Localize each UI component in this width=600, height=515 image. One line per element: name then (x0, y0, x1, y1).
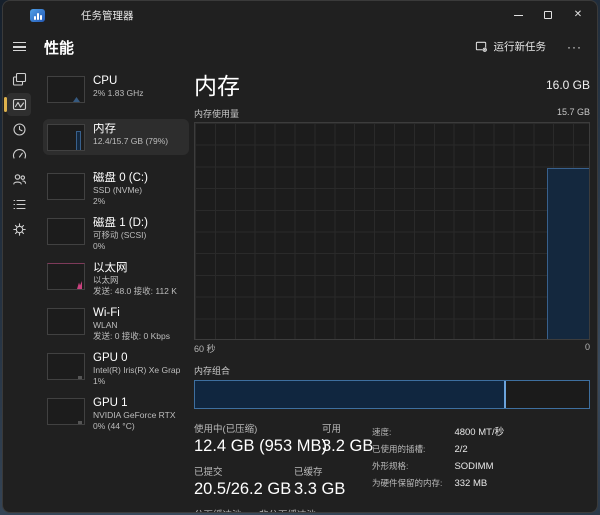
processes-icon (12, 72, 26, 86)
list-item-memory[interactable]: 内存 12.4/15.7 GB (79%) (43, 119, 189, 155)
stat-label-cached: 已缓存 (294, 467, 323, 478)
stat-value-available: 3.2 GB (322, 437, 374, 455)
cpu-chart-thumbnail (47, 76, 85, 103)
gpu0-chart-thumbnail (47, 353, 85, 380)
nav-item-details[interactable] (7, 193, 31, 216)
more-options-button[interactable]: ··· (567, 39, 582, 54)
minimize-button[interactable] (503, 1, 533, 29)
detail-value-slots-used: 2/2 (454, 444, 468, 455)
memory-composition-title: 内存组合 (194, 366, 231, 376)
list-item-ethernet[interactable]: 以太网 以太网 发送: 48.0 接收: 112 K (43, 258, 189, 301)
detail-label-slots-used: 已使用的插槽: (372, 444, 426, 454)
nav-item-services[interactable] (7, 218, 31, 241)
composition-fill (195, 381, 507, 408)
memory-usage-chart-title: 内存使用量 (194, 109, 240, 119)
nav-menu-button[interactable] (7, 35, 31, 58)
detail-label-form-factor: 外形规格: (372, 461, 409, 471)
services-icon (12, 223, 26, 236)
users-icon (12, 174, 26, 185)
gpu1-chart-thumbnail (47, 398, 85, 425)
run-new-task-button[interactable]: 运行新任务 (467, 34, 555, 59)
list-item-cpu[interactable]: CPU 2% 1.83 GHz (43, 71, 189, 107)
memory-detail-pane: 内存 16.0 GB 内存使用量 15.7 GB 60 秒 0 (192, 65, 592, 512)
axis-right-label: 0 (584, 342, 590, 352)
stat-value-committed: 20.5/26.2 GB (194, 480, 292, 498)
detail-value-form-factor: SODIMM (454, 461, 494, 472)
page-title: 性能 (44, 40, 75, 57)
memory-capacity-label: 16.0 GB (545, 78, 590, 92)
app-history-icon (12, 123, 26, 136)
memory-composition-bar[interactable] (194, 380, 590, 409)
detail-label-hardware-reserved: 为硬件保留的内存: (372, 478, 443, 488)
memory-pane-title: 内存 (194, 73, 240, 99)
stat-label-non-paged-pool: 非分页缓冲池 (259, 507, 316, 512)
list-item-gpu1[interactable]: GPU 1 NVIDIA GeForce RTX 0% (44 °C) (43, 393, 189, 436)
minimize-icon (513, 14, 523, 16)
close-icon: ✕ (573, 9, 583, 20)
window-title: 任务管理器 (81, 9, 134, 22)
wifi-chart-thumbnail (47, 308, 85, 335)
nav-item-processes[interactable] (7, 68, 31, 91)
list-item-disk0[interactable]: 磁盘 0 (C:) SSD (NVMe) 2% (43, 168, 189, 211)
run-new-task-icon (475, 41, 487, 53)
memory-usage-chart (194, 122, 590, 340)
memory-usage-area (547, 168, 589, 339)
detail-label-speed: 速度: (372, 427, 392, 437)
performance-device-list: CPU 2% 1.83 GHz 内存 12.4/15.7 GB (79%) (43, 65, 189, 512)
stat-label-available: 可用 (322, 424, 342, 435)
detail-value-speed: 4800 MT/秒 (454, 427, 505, 438)
startup-apps-icon (12, 149, 26, 159)
stat-label-in-use: 使用中(已压缩) (194, 424, 258, 435)
list-item-disk1[interactable]: 磁盘 1 (D:) 可移动 (SCSI) 0% (43, 213, 189, 256)
disk0-chart-thumbnail (47, 173, 85, 200)
list-item-wifi[interactable]: Wi-Fi WLAN 发送: 0 接收: 0 Kbps (43, 303, 189, 346)
nav-item-startup-apps[interactable] (7, 143, 31, 166)
performance-icon (12, 98, 26, 111)
details-icon (12, 199, 26, 210)
stat-label-paged-pool: 分页缓冲池 (194, 507, 259, 512)
maximize-button[interactable] (533, 1, 563, 29)
nav-item-performance[interactable] (4, 93, 31, 116)
toolbar: 性能 运行新任务 ··· (35, 29, 597, 65)
run-new-task-label: 运行新任务 (493, 41, 547, 53)
ethernet-chart-thumbnail (47, 263, 85, 290)
hamburger-icon (12, 42, 26, 51)
memory-hardware-details: 速度: 4800 MT/秒 已使用的插槽: 2/2 外形规格: SODIMM (372, 423, 592, 491)
nav-item-users[interactable] (7, 168, 31, 191)
axis-left-label: 60 秒 (194, 344, 216, 354)
stat-value-in-use: 12.4 GB (953 MB) (194, 437, 327, 455)
detail-value-hardware-reserved: 332 MB (454, 478, 488, 489)
disk1-chart-thumbnail (47, 218, 85, 245)
maximize-icon (544, 11, 552, 19)
stat-label-committed: 已提交 (194, 467, 223, 478)
close-button[interactable]: ✕ (563, 1, 593, 29)
chart-max-label: 15.7 GB (556, 107, 590, 117)
memory-chart-thumbnail (47, 124, 85, 151)
nav-rail (3, 29, 35, 512)
nav-item-app-history[interactable] (7, 118, 31, 141)
titlebar[interactable]: 任务管理器 ✕ (3, 1, 597, 29)
stat-value-cached: 3.3 GB (294, 480, 346, 498)
list-item-gpu0[interactable]: GPU 0 Intel(R) Iris(R) Xe Grap 1% (43, 348, 189, 391)
task-manager-app-icon (30, 8, 45, 22)
caption-buttons: ✕ (503, 1, 593, 29)
